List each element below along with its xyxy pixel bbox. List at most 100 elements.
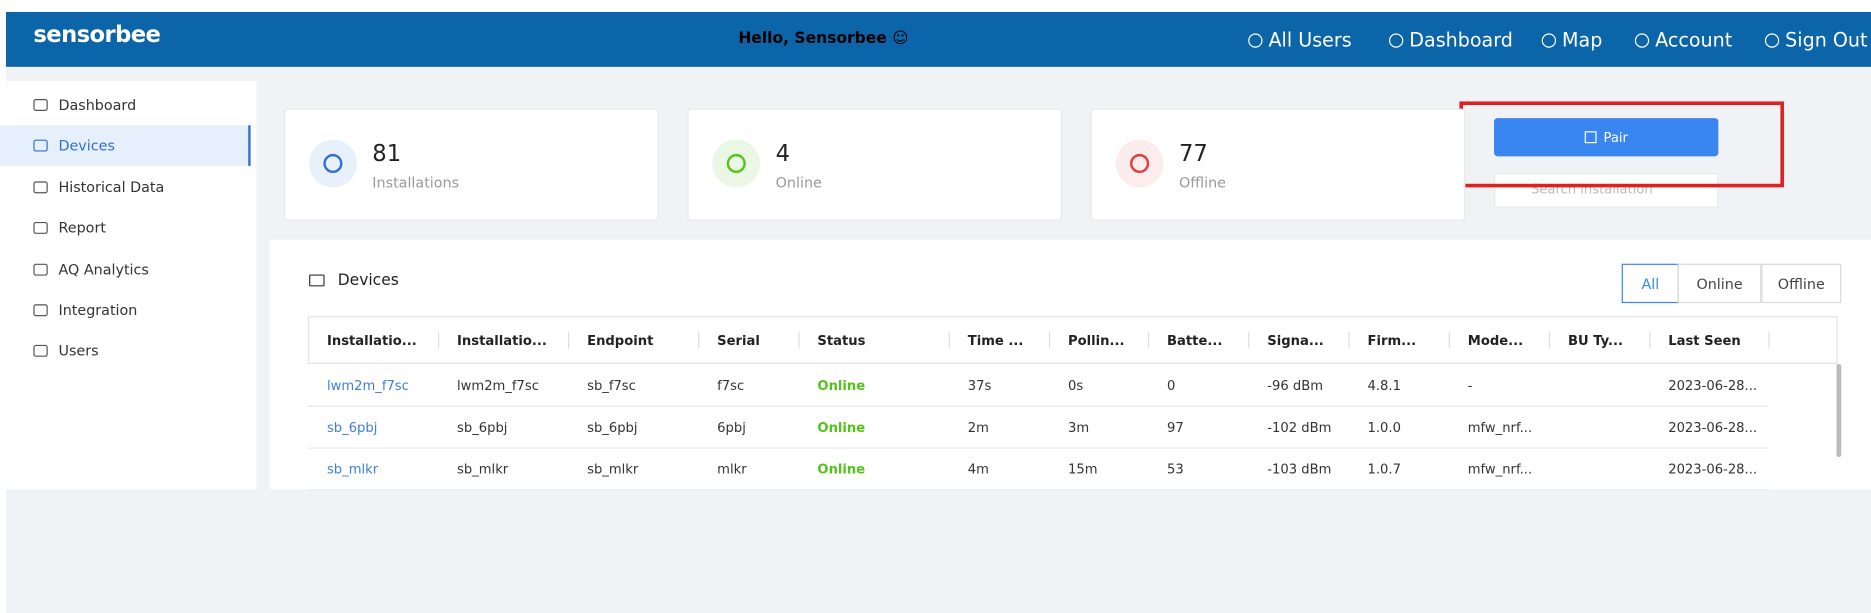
table-cell: 2023-06-28... bbox=[1668, 420, 1758, 436]
installation-link[interactable]: sb_mlkr bbox=[326, 461, 379, 478]
table-cell: sb_mlkr bbox=[587, 461, 639, 478]
sidebar-item[interactable]: AQ Analytics bbox=[0, 249, 251, 290]
icon-glyph bbox=[726, 153, 746, 174]
stat-icon bbox=[1115, 139, 1164, 188]
sidebar-label: AQ Analytics bbox=[58, 260, 149, 278]
table-cell: 4m bbox=[967, 461, 989, 478]
column-header[interactable]: Status bbox=[817, 332, 866, 349]
stat-icon bbox=[309, 139, 357, 188]
nav-label: Dashboard bbox=[1409, 28, 1513, 52]
installation-link[interactable]: sb_6pbj bbox=[326, 420, 378, 436]
column-separator bbox=[1448, 331, 1450, 349]
column-separator bbox=[1147, 331, 1150, 349]
column-header[interactable]: Last Seen bbox=[1668, 332, 1741, 349]
row-divider bbox=[307, 447, 1769, 449]
table-cell: 3m bbox=[1068, 420, 1090, 436]
table-cell: -96 dBm bbox=[1267, 378, 1324, 394]
nav-label: Map bbox=[1562, 28, 1603, 52]
column-separator bbox=[1248, 331, 1250, 349]
icon-glyph bbox=[323, 153, 343, 174]
table-cell: Online bbox=[817, 420, 866, 436]
monitor-icon bbox=[309, 274, 325, 287]
table-cell: 1.0.7 bbox=[1367, 461, 1401, 478]
nav-item[interactable]: Account bbox=[1634, 28, 1733, 52]
scrollbar bbox=[1836, 363, 1842, 458]
stat-value: 81 bbox=[372, 140, 402, 168]
top-bar bbox=[5, 11, 1871, 67]
nav-item[interactable]: Dashboard bbox=[1389, 28, 1513, 52]
column-header[interactable]: Signa... bbox=[1267, 332, 1324, 349]
logo[interactable]: sensorbee bbox=[33, 21, 161, 48]
table-cell: - bbox=[1467, 378, 1473, 394]
table-cell: 2m bbox=[967, 420, 989, 436]
sidebar-item[interactable]: Devices bbox=[0, 125, 251, 167]
filter-tab[interactable]: Online bbox=[1677, 263, 1762, 304]
column-separator bbox=[1768, 331, 1770, 349]
table-cell: 1.0.0 bbox=[1367, 420, 1401, 436]
sidebar-item[interactable]: Integration bbox=[0, 290, 251, 331]
sidebar-label: Report bbox=[58, 219, 106, 237]
column-header[interactable]: Time ... bbox=[967, 332, 1024, 349]
column-header[interactable]: Endpoint bbox=[587, 332, 654, 349]
column-header[interactable]: Installatio... bbox=[326, 332, 417, 349]
table-cell: mlkr bbox=[717, 461, 747, 478]
stat-icon bbox=[712, 139, 761, 188]
nav-label: Account bbox=[1655, 28, 1733, 52]
installation-link[interactable]: lwm2m_f7sc bbox=[326, 378, 409, 394]
pair-button[interactable]: Pair bbox=[1494, 118, 1719, 157]
panel-title: Devices bbox=[337, 272, 399, 290]
table-cell: mfw_nrf... bbox=[1467, 461, 1533, 478]
column-separator bbox=[568, 331, 570, 349]
column-separator bbox=[1649, 331, 1651, 349]
column-header[interactable]: BU Ty... bbox=[1567, 332, 1623, 349]
nav-item[interactable]: All Users bbox=[1248, 29, 1352, 51]
table-cell: 0s bbox=[1068, 378, 1084, 394]
filter-tab[interactable]: Offline bbox=[1761, 263, 1842, 304]
sidebar-icon bbox=[33, 345, 48, 358]
sidebar-label: Dashboard bbox=[58, 96, 137, 114]
table-cell: sb_6pbj bbox=[587, 420, 638, 436]
table-cell: -103 dBm bbox=[1267, 461, 1332, 478]
sidebar-label: Integration bbox=[58, 301, 138, 319]
sidebar-label: Devices bbox=[58, 137, 115, 155]
sidebar-item[interactable]: Dashboard bbox=[0, 85, 251, 126]
column-separator bbox=[1348, 331, 1350, 349]
greeting-text: Hello, Sensorbee bbox=[738, 29, 887, 48]
sidebar-icon bbox=[33, 304, 48, 317]
table-cell: 15m bbox=[1068, 461, 1098, 478]
table-cell: 37s bbox=[967, 378, 992, 394]
stat-card: 77 Offline bbox=[1090, 108, 1466, 221]
stat-label: Installations bbox=[372, 174, 460, 191]
stat-label: Online bbox=[775, 174, 822, 191]
table-cell: 2023-06-28... bbox=[1668, 378, 1758, 394]
column-header[interactable]: Serial bbox=[717, 332, 760, 349]
filter-tab[interactable]: All bbox=[1621, 263, 1679, 304]
nav-item[interactable]: Sign Out bbox=[1764, 29, 1868, 51]
sidebar-item[interactable]: Historical Data bbox=[0, 167, 251, 208]
table-cell: 4.8.1 bbox=[1367, 378, 1401, 394]
stat-label: Offline bbox=[1178, 174, 1226, 191]
sidebar-icon bbox=[33, 99, 48, 111]
nav-item[interactable]: Map bbox=[1541, 28, 1603, 52]
column-header[interactable]: Mode... bbox=[1467, 332, 1524, 349]
table-cell: -102 dBm bbox=[1267, 420, 1332, 436]
sidebar-item[interactable]: Report bbox=[0, 208, 251, 249]
stat-card: 4 Online bbox=[687, 108, 1063, 221]
column-separator bbox=[437, 331, 440, 349]
column-separator bbox=[698, 331, 700, 349]
sidebar-label: Users bbox=[58, 342, 99, 360]
table-cell: sb_mlkr bbox=[457, 461, 509, 478]
table-cell: 2023-06-28... bbox=[1668, 461, 1758, 478]
column-header[interactable]: Pollin... bbox=[1068, 332, 1125, 349]
stat-value: 77 bbox=[1178, 140, 1208, 168]
sidebar-icon bbox=[33, 263, 48, 276]
sidebar-item[interactable]: Users bbox=[0, 331, 251, 372]
column-header[interactable]: Installatio... bbox=[457, 332, 547, 349]
column-separator bbox=[1548, 331, 1551, 349]
column-header[interactable]: Firm... bbox=[1367, 332, 1417, 349]
nav-icon bbox=[1634, 32, 1650, 48]
column-header[interactable]: Batte... bbox=[1167, 332, 1223, 349]
table-cell: 6pbj bbox=[717, 420, 746, 436]
